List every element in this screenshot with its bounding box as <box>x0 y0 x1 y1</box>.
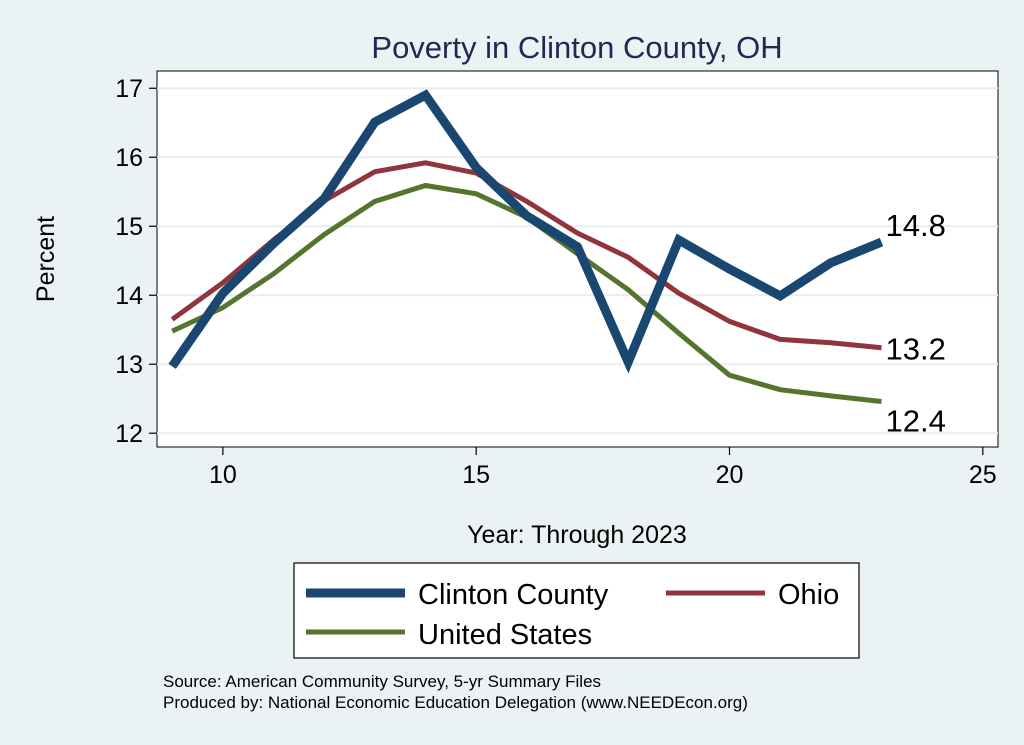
legend-box <box>293 562 860 659</box>
plot-area <box>156 70 999 448</box>
legend-label-clinton-county: Clinton County <box>418 579 609 611</box>
x-axis: 10 15 20 25 <box>209 447 997 489</box>
series-line-clinton-county <box>168 89 884 374</box>
end-label-ohio: 13.2 <box>885 332 945 367</box>
end-label-clinton-county: 14.8 <box>885 208 945 243</box>
end-labels: 14.8 13.2 12.4 <box>885 208 945 438</box>
x-tick-label-20: 20 <box>716 461 744 489</box>
x-tick-label-10: 10 <box>209 461 237 489</box>
x-tick-label-25: 25 <box>969 461 997 489</box>
x-axis-label: Year: Through 2023 <box>467 521 687 549</box>
y-tick-label-12: 12 <box>115 420 143 448</box>
legend-label-ohio: Ohio <box>778 579 839 611</box>
y-tick-label-17: 17 <box>115 75 143 103</box>
y-tick-label-15: 15 <box>115 213 143 241</box>
series-lines <box>168 89 884 404</box>
y-tick-label-14: 14 <box>115 282 143 310</box>
y-axis: 12 13 14 15 16 17 <box>115 75 157 448</box>
y-tick-label-13: 13 <box>115 351 143 379</box>
y-tick-label-16: 16 <box>115 144 143 172</box>
y-axis-label: Percent <box>32 216 60 302</box>
legend-label-united-states: United States <box>418 619 592 651</box>
producer-note: Produced by: National Economic Education… <box>163 693 748 712</box>
x-tick-label-15: 15 <box>462 461 490 489</box>
legend: Clinton County Ohio United States <box>293 562 860 659</box>
end-label-united-states: 12.4 <box>885 403 945 438</box>
source-note: Source: American Community Survey, 5-yr … <box>163 672 601 691</box>
chart-title: Poverty in Clinton County, OH <box>371 30 782 65</box>
